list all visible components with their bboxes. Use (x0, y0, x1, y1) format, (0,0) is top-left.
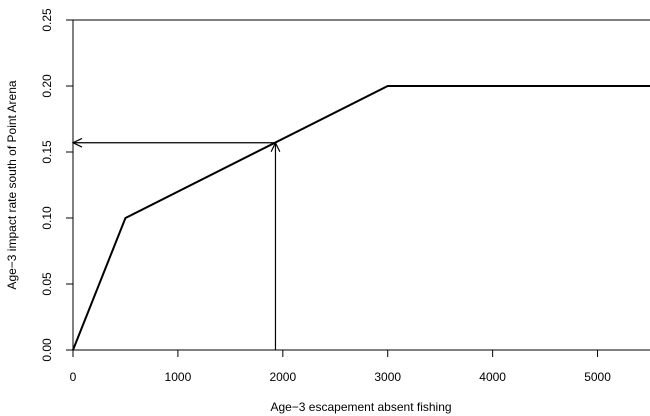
y-tick-label: 0.05 (40, 272, 54, 296)
y-axis-label: Age−3 impact rate south of Point Arena (5, 80, 19, 289)
arrow-head (71, 137, 83, 148)
y-axis: 0.00 0.05 0.10 0.15 0.20 0.25 (40, 8, 73, 362)
x-tick-label: 1000 (165, 370, 192, 384)
annotation-layer (71, 137, 281, 350)
annotation-arrow (270, 141, 281, 350)
series-layer (72, 85, 650, 351)
y-tick-label: 0.15 (40, 140, 54, 164)
annotation-arrow (71, 137, 276, 148)
x-tick-label: 3000 (374, 370, 401, 384)
x-axis-label: Age−3 escapement absent fishing (270, 400, 451, 414)
x-tick-label: 0 (70, 370, 77, 384)
x-tick-label: 2000 (269, 370, 296, 384)
harvest-control-rule-line (72, 85, 650, 351)
plot-frame (72, 19, 650, 351)
y-tick-label: 0.10 (40, 206, 54, 230)
y-tick-label: 0.25 (40, 8, 54, 32)
x-axis: 0 1000 2000 3000 4000 5000 (70, 350, 611, 384)
y-tick-label: 0.20 (40, 74, 54, 98)
x-tick-label: 5000 (584, 370, 611, 384)
y-tick-label: 0.00 (40, 338, 54, 362)
x-tick-label: 4000 (479, 370, 506, 384)
